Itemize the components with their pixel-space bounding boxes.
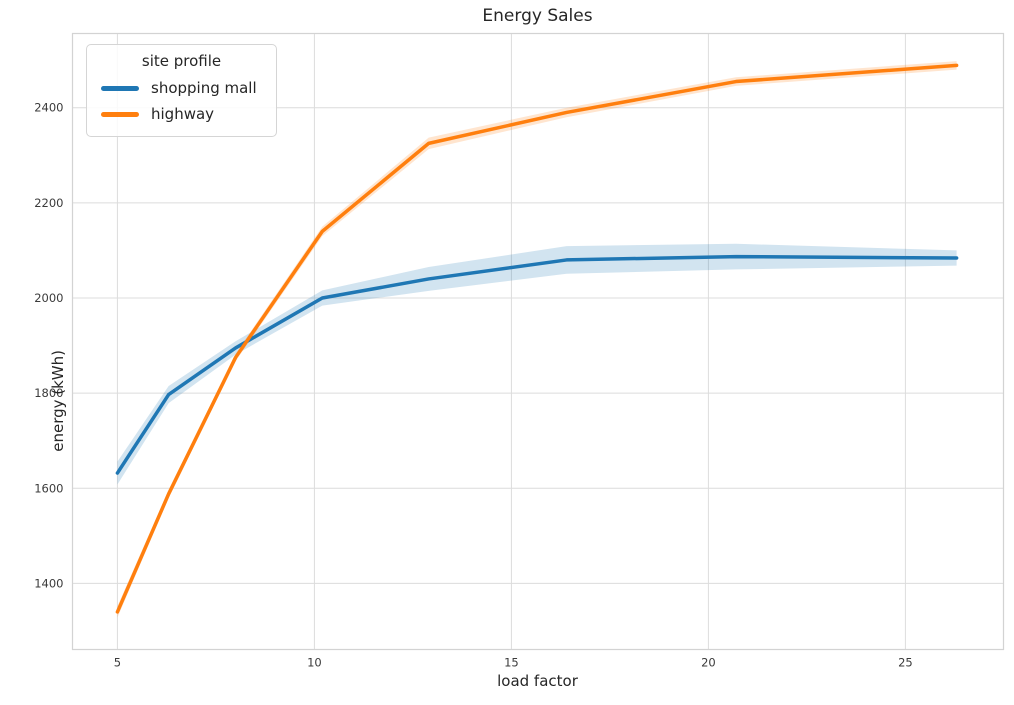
legend-label: shopping mall <box>151 79 257 97</box>
y-axis-label: energy (kWh) <box>48 350 67 452</box>
legend-swatch-shopping-mall <box>101 85 139 91</box>
series-line-layer <box>115 63 959 614</box>
legend: site profile shopping mall highway <box>86 44 277 137</box>
y-tick-label: 1600 <box>34 481 63 495</box>
x-tick-label: 20 <box>701 656 716 670</box>
y-tick-label: 2200 <box>34 196 63 210</box>
plot-frame <box>71 32 1005 651</box>
y-tick-label: 1800 <box>34 386 63 400</box>
x-tick-label: 10 <box>307 656 322 670</box>
y-tick-label: 2400 <box>34 101 63 115</box>
y-tick-labels: 1400 1600 1800 2000 2200 2400 <box>34 101 63 591</box>
grid-layer <box>72 33 1004 650</box>
x-axis-label: load factor <box>497 672 578 690</box>
series-line-shopping-mall <box>115 254 959 475</box>
x-tick-label: 5 <box>114 656 121 670</box>
confidence-band-layer <box>117 61 957 618</box>
legend-title: site profile <box>141 52 222 70</box>
x-tick-label: 15 <box>504 656 519 670</box>
confidence-band-shopping-mall <box>117 243 957 485</box>
legend-swatch-highway <box>101 111 139 117</box>
legend-entry: highway <box>97 101 266 127</box>
y-tick-label: 2000 <box>34 291 63 305</box>
legend-entries: shopping mall highway <box>97 75 266 127</box>
legend-label: highway <box>151 105 215 123</box>
x-tick-label: 25 <box>898 656 913 670</box>
legend-entry: shopping mall <box>97 75 266 101</box>
series-line-highway <box>115 63 959 614</box>
chart-title: Energy Sales <box>482 6 593 26</box>
y-tick-label: 1400 <box>34 576 63 590</box>
x-tick-labels: 5 10 15 20 25 <box>114 656 913 670</box>
